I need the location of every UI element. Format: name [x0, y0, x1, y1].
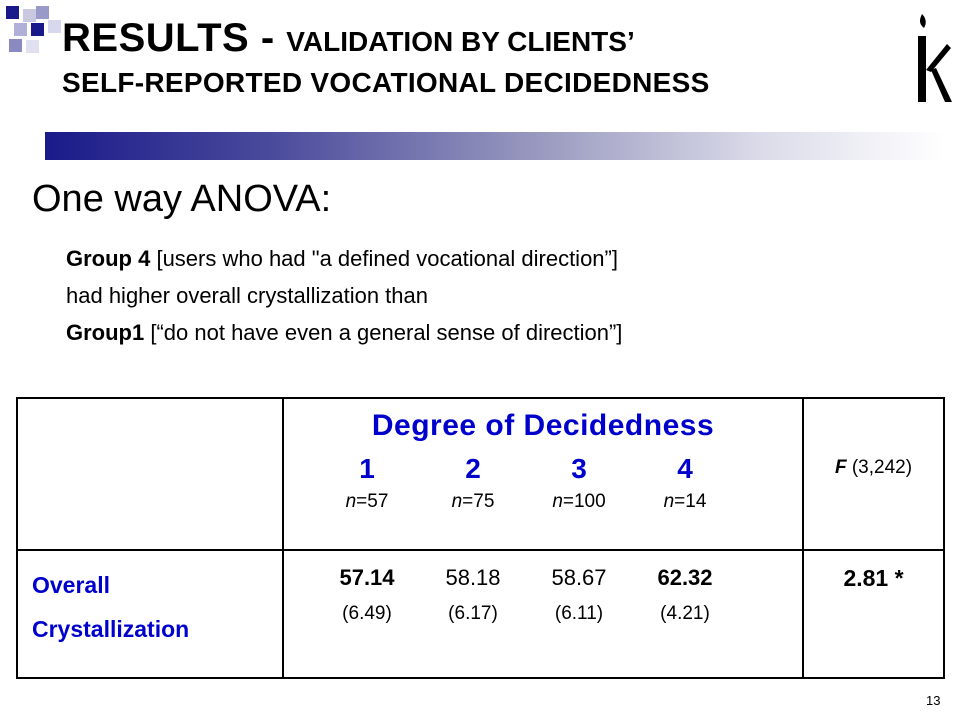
group-n: n=100: [552, 491, 606, 512]
title-underline-bar: [45, 132, 945, 160]
logo-icon: [918, 14, 952, 102]
sd-value: (6.11): [554, 603, 604, 624]
title-sub-line1: VALIDATION BY CLIENTS’: [286, 26, 635, 57]
mean-column-4: 62.32 (4.21): [632, 551, 738, 625]
empty-header-cell: [16, 397, 284, 551]
group-column-3: 3 n=100: [526, 443, 632, 513]
decidedness-title: Degree of Decidedness: [371, 409, 715, 442]
title-main: RESULTS -: [62, 16, 287, 60]
means-cell: 57.14 (6.49) 58.18 (6.17) 58.67 (6.11) 6…: [282, 549, 804, 679]
group-column-4: 4 n=14: [632, 443, 738, 513]
group1-text: [“do not have even a general sense of di…: [144, 320, 623, 345]
f-header-cell: F (3,242): [802, 397, 945, 551]
f-statistic-header: F (3,242): [834, 457, 913, 478]
sd-value: (6.49): [342, 603, 392, 624]
description: Group 4 [users who had "a defined vocati…: [66, 240, 926, 351]
table-row: Overall Crystallization 57.14 (6.49) 58.…: [16, 549, 945, 679]
group-n: n=14: [663, 491, 707, 512]
title-sub-line2: SELF-REPORTED VOCATIONAL DECIDEDNESS: [62, 67, 710, 98]
mean-value: 58.18: [445, 565, 501, 590]
mean-value: 62.32: [657, 565, 713, 590]
group-number: 1: [359, 453, 375, 484]
group-column-2: 2 n=75: [420, 443, 526, 513]
group-n: n=75: [451, 491, 495, 512]
group-number: 4: [677, 453, 693, 484]
page-number: 13: [926, 693, 941, 708]
group-number: 2: [465, 453, 481, 484]
decidedness-header-cell: Degree of Decidedness 1 n=57 2 n=75 3 n=…: [282, 397, 804, 551]
group4-label: Group 4: [66, 246, 151, 271]
section-heading: One way ANOVA:: [32, 178, 332, 220]
group-number: 3: [571, 453, 587, 484]
page-title: RESULTS - VALIDATION BY CLIENTS’ SELF-RE…: [62, 16, 902, 99]
row-label: Overall Crystallization: [32, 572, 190, 642]
means-columns: 57.14 (6.49) 58.18 (6.17) 58.67 (6.11) 6…: [284, 551, 802, 625]
group4-text: [users who had "a defined vocational dir…: [150, 246, 618, 271]
group-columns: 1 n=57 2 n=75 3 n=100 4 n=14: [284, 443, 802, 513]
mean-column-3: 58.67 (6.11): [526, 551, 632, 625]
decorative-squares-icon: [6, 6, 66, 56]
results-table: Degree of Decidedness 1 n=57 2 n=75 3 n=…: [16, 397, 945, 679]
table-header-row: Degree of Decidedness 1 n=57 2 n=75 3 n=…: [16, 397, 945, 551]
description-line-1: Group 4 [users who had "a defined vocati…: [66, 240, 926, 277]
f-value-cell: 2.81 *: [802, 549, 945, 679]
sd-value: (4.21): [660, 603, 710, 624]
description-line-3: Group1 [“do not have even a general sens…: [66, 314, 926, 351]
f-value: 2.81 *: [843, 565, 904, 591]
description-line-2: had higher overall crystallization than: [66, 283, 428, 308]
sd-value: (6.17): [448, 603, 498, 624]
row-label-cell: Overall Crystallization: [16, 549, 284, 679]
mean-column-2: 58.18 (6.17): [420, 551, 526, 625]
group1-label: Group1: [66, 320, 145, 345]
mean-value: 57.14: [339, 565, 395, 590]
mean-value: 58.67: [551, 565, 607, 590]
mean-column-1: 57.14 (6.49): [314, 551, 420, 625]
group-column-1: 1 n=57: [314, 443, 420, 513]
group-n: n=57: [345, 491, 389, 512]
